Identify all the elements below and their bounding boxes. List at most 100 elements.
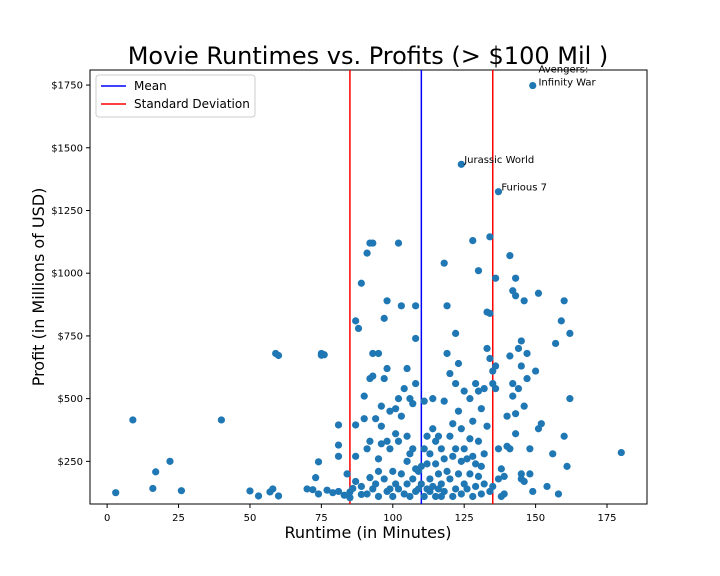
data-point [466, 470, 474, 478]
data-point [369, 349, 377, 358]
data-point [457, 457, 465, 465]
data-point [432, 460, 440, 468]
data-point [397, 470, 405, 478]
annotation-label: Avengers: [538, 65, 588, 76]
data-point [429, 425, 437, 433]
data-point [512, 430, 520, 438]
data-point [557, 317, 565, 325]
data-point [474, 387, 483, 395]
data-point [452, 445, 460, 453]
data-point [506, 252, 514, 260]
data-point [434, 470, 443, 478]
data-point [423, 460, 431, 468]
data-point [392, 405, 400, 413]
data-point [469, 452, 477, 460]
data-point [480, 450, 488, 458]
data-point [377, 402, 385, 410]
data-point [449, 452, 457, 460]
data-point [397, 412, 405, 420]
data-point [363, 445, 371, 453]
y-tick-label: $500 [58, 394, 83, 405]
x-tick-label: 75 [315, 513, 328, 524]
data-point [400, 385, 408, 393]
data-point [617, 448, 625, 457]
data-point [434, 432, 443, 440]
data-point [512, 410, 520, 418]
data-point [246, 487, 254, 495]
reference-lines [349, 70, 494, 504]
data-point [514, 385, 523, 393]
data-point [457, 160, 465, 168]
data-point [454, 359, 463, 368]
data-point [520, 402, 528, 410]
data-point [380, 374, 388, 383]
data-point [566, 395, 574, 403]
data-point [526, 445, 534, 453]
x-axis-label: Runtime (in Minutes) [284, 523, 451, 542]
data-point [486, 354, 494, 363]
data-point [352, 421, 360, 429]
data-point [554, 490, 563, 498]
data-point [112, 489, 120, 497]
data-point [506, 352, 514, 360]
data-point [440, 259, 448, 267]
data-point [560, 432, 568, 440]
data-point [480, 385, 488, 393]
data-point [323, 486, 331, 494]
data-point [529, 487, 537, 496]
data-point [474, 267, 483, 275]
data-point [349, 484, 357, 493]
data-point [446, 432, 454, 440]
data-point [394, 395, 403, 403]
data-point [417, 462, 425, 470]
data-point [409, 475, 417, 483]
data-point [477, 462, 485, 470]
data-point [437, 445, 445, 453]
data-point [254, 492, 263, 500]
data-point [374, 492, 383, 501]
data-point [420, 397, 428, 405]
data-point [383, 364, 391, 373]
data-point [369, 239, 377, 247]
data-point [472, 460, 480, 468]
data-point [312, 474, 320, 482]
data-point [360, 415, 368, 423]
data-point [352, 452, 360, 460]
data-point [443, 467, 451, 475]
data-point [480, 480, 488, 488]
data-point [400, 490, 408, 498]
data-point [352, 477, 360, 486]
data-point [274, 492, 283, 500]
data-point [523, 374, 531, 383]
data-point [372, 415, 380, 423]
data-point [472, 379, 480, 388]
data-point [363, 249, 371, 257]
data-point [314, 490, 323, 498]
data-point [374, 467, 383, 475]
annotation-label: Jurassic World [463, 155, 534, 166]
data-point [412, 302, 420, 310]
data-point [454, 407, 463, 415]
annotations: Avengers: Infinity War Jurassic World Furio… [463, 65, 596, 194]
data-point [394, 437, 403, 445]
data-point [549, 450, 557, 458]
data-point [366, 437, 374, 445]
data-point [403, 457, 411, 465]
data-point [377, 440, 385, 448]
data-point [483, 344, 491, 353]
data-point [426, 475, 434, 483]
data-point [432, 492, 440, 501]
data-point [477, 405, 485, 413]
data-point [412, 334, 420, 343]
data-point [563, 462, 571, 470]
data-point [446, 475, 454, 483]
data-points [112, 81, 625, 502]
y-tick-label: $250 [58, 457, 83, 468]
data-point [463, 485, 471, 493]
data-point [523, 349, 531, 358]
data-point [354, 324, 363, 332]
data-point [383, 437, 391, 445]
data-point [366, 474, 374, 482]
y-axis-ticks: $250 $500 $750 $1000 $1250 $1500 $1750 [51, 81, 90, 468]
data-point [380, 314, 388, 322]
